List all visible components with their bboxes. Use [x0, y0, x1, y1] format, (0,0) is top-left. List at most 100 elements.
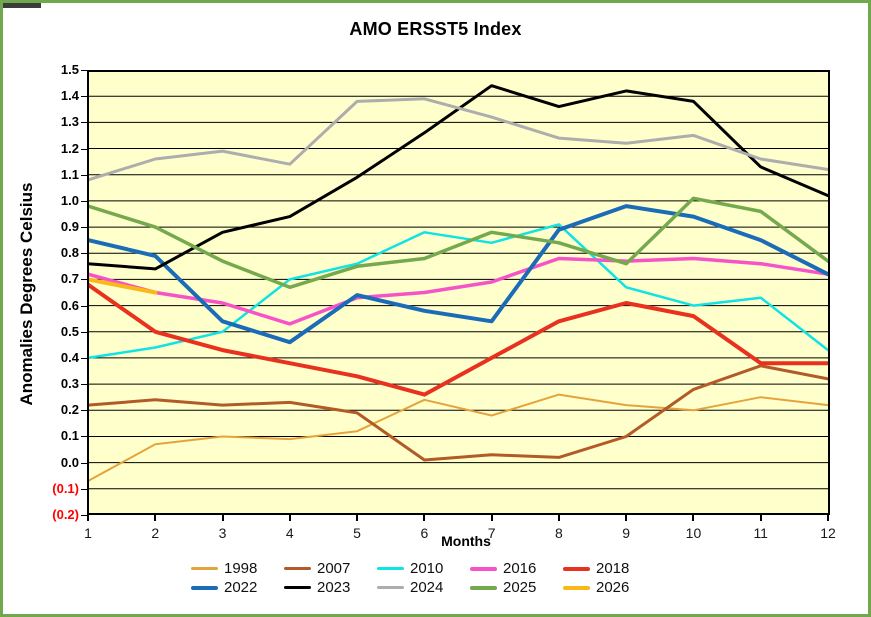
x-tick-mark: [827, 515, 829, 521]
y-tick-label: 0.9: [60, 219, 79, 235]
y-tick-mark: [81, 96, 87, 98]
y-tick-mark: [81, 384, 87, 386]
legend-label: 2024: [410, 579, 444, 596]
chart-canvas: [87, 70, 830, 515]
x-tick-label: 7: [487, 525, 496, 541]
legend-item-2007: 2007: [284, 560, 377, 577]
x-tick-label: 4: [285, 525, 294, 541]
y-tick-mark: [81, 148, 87, 150]
legend-item-2023: 2023: [284, 579, 377, 596]
y-tick-mark: [81, 305, 87, 307]
legend-label: 1998: [224, 560, 258, 577]
series-line-2022: [87, 204, 830, 345]
series-line-2018: [87, 282, 830, 397]
y-tick-label: 1.5: [60, 62, 79, 77]
legend-item-2025: 2025: [470, 579, 563, 596]
x-tick-label: 3: [218, 525, 227, 541]
legend-line-swatch: [470, 585, 497, 590]
y-tick-label: 1.3: [60, 114, 79, 130]
y-tick-label: (0.2): [52, 507, 79, 522]
y-tick-label: 0.4: [60, 349, 79, 365]
x-tick-label: 10: [685, 525, 702, 541]
x-tick-label: 2: [151, 525, 160, 541]
x-tick-label: 5: [353, 525, 361, 541]
legend-item-2018: 2018: [563, 560, 656, 577]
x-tick-mark: [625, 515, 628, 521]
y-tick-mark: [81, 331, 87, 333]
y-tick-mark: [81, 253, 87, 255]
series-line-2024: [87, 97, 830, 182]
y-tick-label: 0.0: [60, 454, 79, 470]
series-line-2016: [87, 256, 830, 326]
legend-item-2010: 2010: [377, 560, 470, 577]
x-tick-mark: [490, 515, 493, 521]
screenshot-corner-artifact: [3, 3, 41, 8]
x-tick-mark: [692, 515, 695, 521]
legend-line-swatch: [563, 585, 590, 590]
legend-line-swatch: [191, 585, 218, 590]
y-tick-mark: [81, 200, 87, 202]
series-line-2023: [87, 84, 830, 271]
x-tick-mark: [288, 515, 291, 521]
legend-label: 2022: [224, 579, 258, 596]
legend-item-2022: 2022: [191, 579, 284, 596]
legend-line-swatch: [284, 567, 311, 570]
legend-label: 2007: [317, 560, 351, 577]
y-tick-label: 0.2: [60, 402, 79, 418]
y-tick-label: 0.3: [60, 376, 79, 392]
chart-title: AMO ERSST5 Index: [349, 19, 522, 39]
x-tick-mark: [557, 515, 560, 521]
legend-label: 2018: [596, 560, 630, 577]
y-tick-mark: [81, 227, 87, 229]
x-tick-mark: [154, 515, 157, 521]
y-tick-label: 0.8: [60, 245, 79, 261]
y-tick-mark: [81, 488, 87, 490]
legend-label: 2025: [503, 579, 537, 596]
y-tick-label: (0.1): [52, 480, 79, 496]
y-tick-mark: [81, 515, 87, 516]
x-tick-mark: [221, 515, 224, 521]
legend-label: 2016: [503, 560, 537, 577]
x-axis-label: Months: [441, 533, 491, 549]
legend-line-swatch: [377, 586, 404, 589]
series-line-2025: [87, 196, 830, 290]
y-tick-mark: [81, 410, 87, 412]
y-tick-mark: [81, 122, 87, 124]
legend-line-swatch: [191, 567, 218, 570]
legend-line-swatch: [284, 586, 311, 589]
legend-line-swatch: [563, 566, 590, 571]
y-tick-mark: [81, 357, 87, 359]
x-tick-label: 9: [622, 525, 631, 541]
legend-item-2026: 2026: [563, 579, 656, 596]
legend-item-2024: 2024: [377, 579, 470, 596]
x-tick-mark: [423, 515, 426, 521]
plot-border: [87, 70, 830, 515]
x-tick-label: 12: [820, 525, 836, 541]
x-tick-mark: [759, 515, 762, 521]
x-tick-label: 11: [753, 525, 768, 541]
series-line-1998: [87, 393, 829, 482]
y-tick-label: 1.1: [60, 166, 79, 182]
x-tick-label: 1: [84, 525, 92, 541]
legend-label: 2023: [317, 579, 351, 596]
y-tick-label: 1.2: [60, 140, 79, 156]
y-tick-label: 0.5: [60, 323, 79, 339]
y-tick-mark: [81, 174, 87, 176]
y-axis-label: Anomalies Degrees Celsius: [17, 182, 36, 406]
x-tick-label: 8: [555, 525, 563, 541]
y-tick-label: 1.4: [60, 88, 79, 104]
y-tick-mark: [81, 462, 87, 464]
legend-line-swatch: [470, 566, 497, 571]
y-tick-mark: [81, 70, 87, 71]
legend-line-swatch: [377, 567, 404, 570]
plot-area: [87, 70, 830, 515]
y-tick-label: 0.1: [60, 428, 79, 444]
chart-legend: 1998 2007 2010 2016 2018 2022 2023 2024 2025 2026: [191, 560, 656, 596]
series-line-2026: [87, 277, 158, 295]
series-line-2010: [87, 223, 830, 360]
legend-item-2016: 2016: [470, 560, 563, 577]
legend-label: 2010: [410, 560, 444, 577]
legend-item-1998: 1998: [191, 560, 284, 577]
legend-label: 2026: [596, 579, 630, 596]
